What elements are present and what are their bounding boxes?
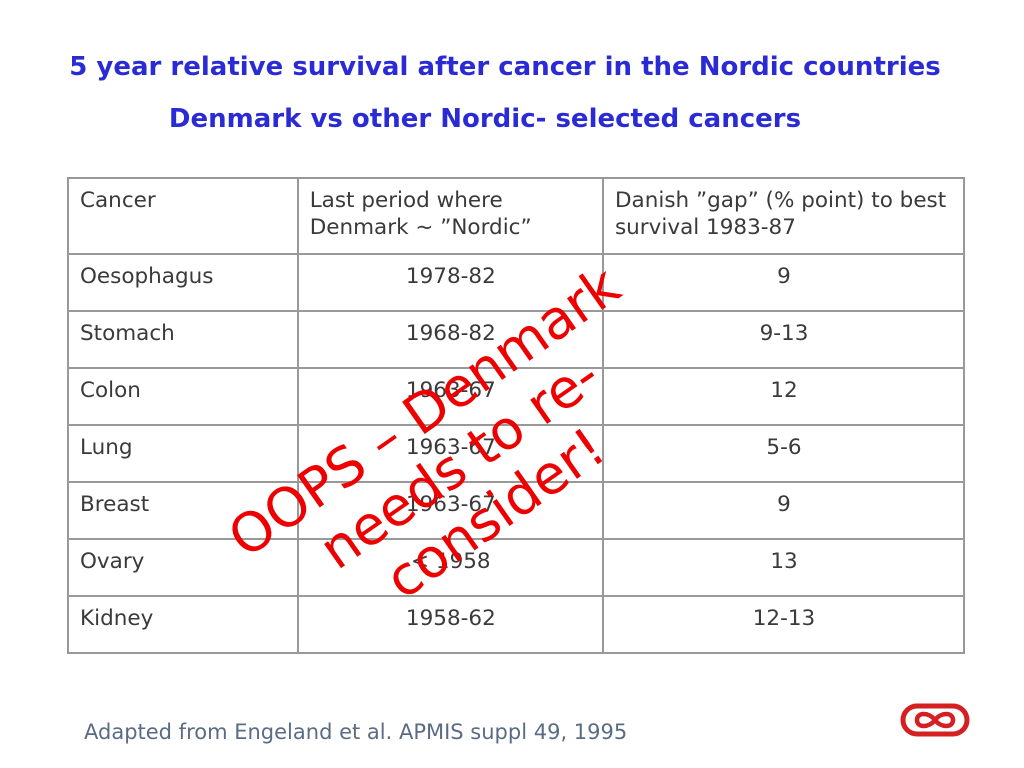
table-header-row: Cancer Last period where Denmark ~ ”Nord… [67,177,966,255]
period-cell: 1978-82 [296,253,604,312]
table-row: Colon 1963-67 12 [67,367,966,426]
header-cancer: Cancer [67,177,299,255]
period-cell: < 1958 [296,538,604,597]
cancer-cell: Kidney [67,595,299,654]
period-cell: 1968-82 [296,310,604,369]
gap-cell: 9 [601,253,966,312]
cancer-cell: Ovary [67,538,299,597]
table-row: Stomach 1968-82 9-13 [67,310,966,369]
infinity-logo-icon [900,700,970,744]
cancer-cell: Breast [67,481,299,540]
period-cell: 1963-67 [296,481,604,540]
period-cell: 1958-62 [296,595,604,654]
slide-title: 5 year relative survival after cancer in… [69,52,941,82]
cancer-cell: Lung [67,424,299,483]
cancer-cell: Oesophagus [67,253,299,312]
header-last-period: Last period where Denmark ~ ”Nordic” [296,177,604,255]
period-cell: 1963-67 [296,367,604,426]
header-danish-gap: Danish ”gap” (% point) to best survival … [601,177,966,255]
cancer-cell: Stomach [67,310,299,369]
cancer-cell: Colon [67,367,299,426]
table-row: Ovary < 1958 13 [67,538,966,597]
gap-cell: 12 [601,367,966,426]
table-row: Kidney 1958-62 12-13 [67,595,966,654]
source-citation: Adapted from Engeland et al. APMIS suppl… [84,720,628,744]
gap-cell: 9-13 [601,310,966,369]
period-cell: 1963-67 [296,424,604,483]
gap-cell: 12-13 [601,595,966,654]
survival-table: Cancer Last period where Denmark ~ ”Nord… [67,177,966,654]
table-row: Lung 1963-67 5-6 [67,424,966,483]
table-row: Oesophagus 1978-82 9 [67,253,966,312]
gap-cell: 9 [601,481,966,540]
slide-subtitle: Denmark vs other Nordic- selected cancer… [168,104,802,134]
gap-cell: 5-6 [601,424,966,483]
table-row: Breast 1963-67 9 [67,481,966,540]
gap-cell: 13 [601,538,966,597]
